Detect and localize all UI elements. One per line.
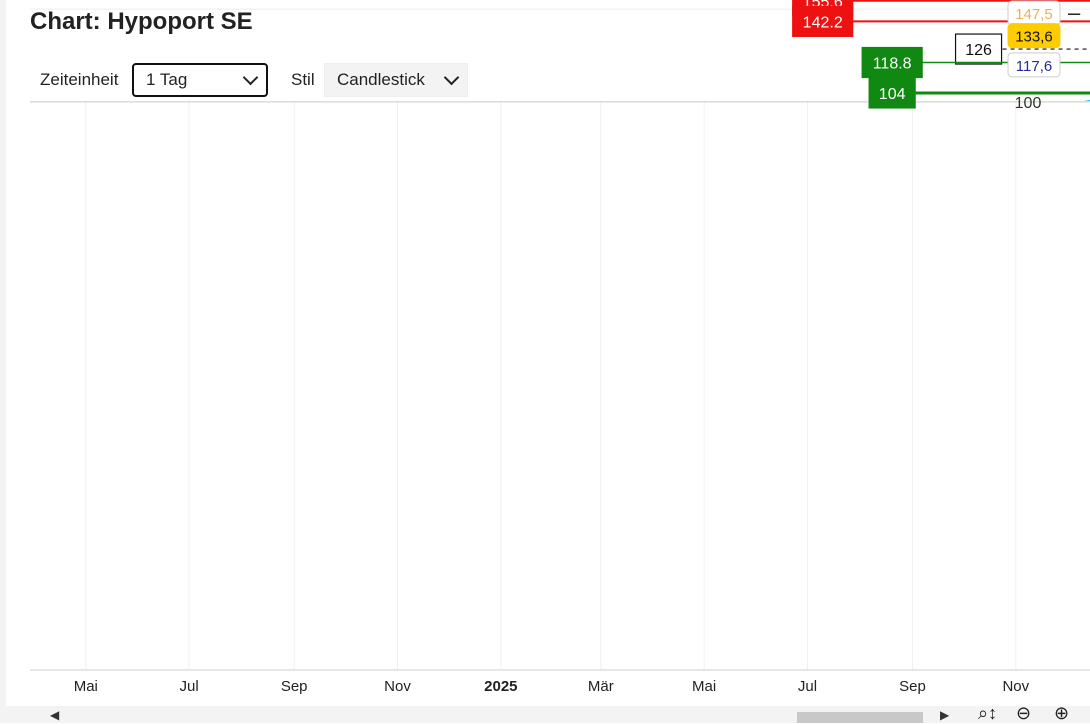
level-box-118.8	[861, 46, 923, 79]
candle-down	[908, 3, 911, 8]
candle-up	[993, 13, 996, 16]
x-tick-label: Sep	[899, 678, 926, 695]
candle-down	[917, 7, 920, 13]
x-tick-label: Mär	[588, 678, 614, 695]
left-panel-edge	[0, 0, 6, 723]
last-value-badge-ma-fast	[1007, 52, 1061, 78]
x-tick-label: Nov	[384, 678, 411, 695]
level-box-126	[954, 33, 1003, 65]
moving-average-ma-fast	[67, 0, 1078, 66]
candle-down	[942, 28, 945, 29]
scrollbar-thumb[interactable]	[797, 712, 923, 723]
candle-down	[947, 28, 950, 35]
y-tick-label: 100	[1015, 95, 1042, 112]
price-chart[interactable]: 100150200250300350MaiJulSepNov2025MärMai…	[0, 0, 1090, 705]
timeunit-label: Zeiteinheit	[40, 70, 119, 89]
moving-average-ma-mid	[67, 0, 1078, 33]
x-tick-label: 2025	[484, 678, 517, 695]
candle-up	[921, 12, 924, 13]
page-title: Chart: Hypoport SE	[30, 8, 253, 35]
style-label: Stil	[291, 70, 315, 89]
level-box-142.2	[792, 5, 854, 37]
x-tick-label: Mai	[692, 678, 716, 695]
timeunit-select[interactable]: 1 Tag	[132, 63, 268, 97]
x-tick-label: Jul	[798, 678, 817, 695]
level-label-118.8: 118.8	[873, 56, 912, 73]
timeunit-value: 1 Tag	[146, 70, 188, 89]
zoom-reset-icon[interactable]: ⌕↕	[978, 703, 998, 723]
last-value-badge-price	[1007, 23, 1061, 49]
level-label-104: 104	[879, 86, 906, 103]
candle-up	[968, 22, 971, 26]
minimize-icon[interactable]: –	[1068, 0, 1081, 25]
plot-area	[67, 0, 1090, 102]
candle-down	[951, 33, 954, 34]
scroll-left-icon[interactable]: ◀	[50, 708, 60, 722]
candle-up	[980, 16, 983, 19]
zoom-out-icon[interactable]: ⊖	[1016, 703, 1032, 723]
candle-up	[904, 1, 907, 4]
last-value-label-ma-fast: 117,6	[1016, 58, 1052, 75]
level-label-142.2: 142.2	[803, 14, 843, 31]
scroll-right-icon[interactable]: ▶	[940, 708, 950, 722]
level-label-155.6: 155.6	[803, 0, 843, 11]
style-select[interactable]: Candlestick	[324, 63, 468, 97]
x-tick-label: Sep	[281, 678, 308, 695]
candle-down	[1044, 87, 1047, 90]
last-value-label-price: 133,6	[1015, 29, 1053, 46]
candle-down	[925, 14, 928, 21]
level-label-126: 126	[965, 42, 992, 59]
last-value-label-ma-slow: 147,5	[1015, 6, 1053, 23]
chart-scrollbar[interactable]	[6, 706, 1090, 723]
style-value: Candlestick	[337, 70, 425, 89]
candle-up	[1048, 83, 1051, 90]
candle-up	[1040, 87, 1043, 89]
trend-channel-lower	[1083, 100, 1090, 102]
x-tick-label: Mai	[74, 678, 98, 695]
x-tick-label: Nov	[1002, 678, 1029, 695]
zoom-in-icon[interactable]: ⊕	[1054, 703, 1070, 723]
candle-down	[985, 15, 988, 19]
candle-up	[1052, 78, 1055, 83]
level-box-104	[868, 77, 916, 109]
candle-up	[1069, 49, 1072, 63]
candle-down	[1036, 80, 1039, 88]
x-tick-label: Jul	[180, 678, 199, 695]
candle-up	[913, 6, 916, 7]
moving-average-ma-slow	[67, 0, 1078, 13]
candle-down	[1002, 5, 1005, 22]
candle-up	[989, 18, 992, 19]
